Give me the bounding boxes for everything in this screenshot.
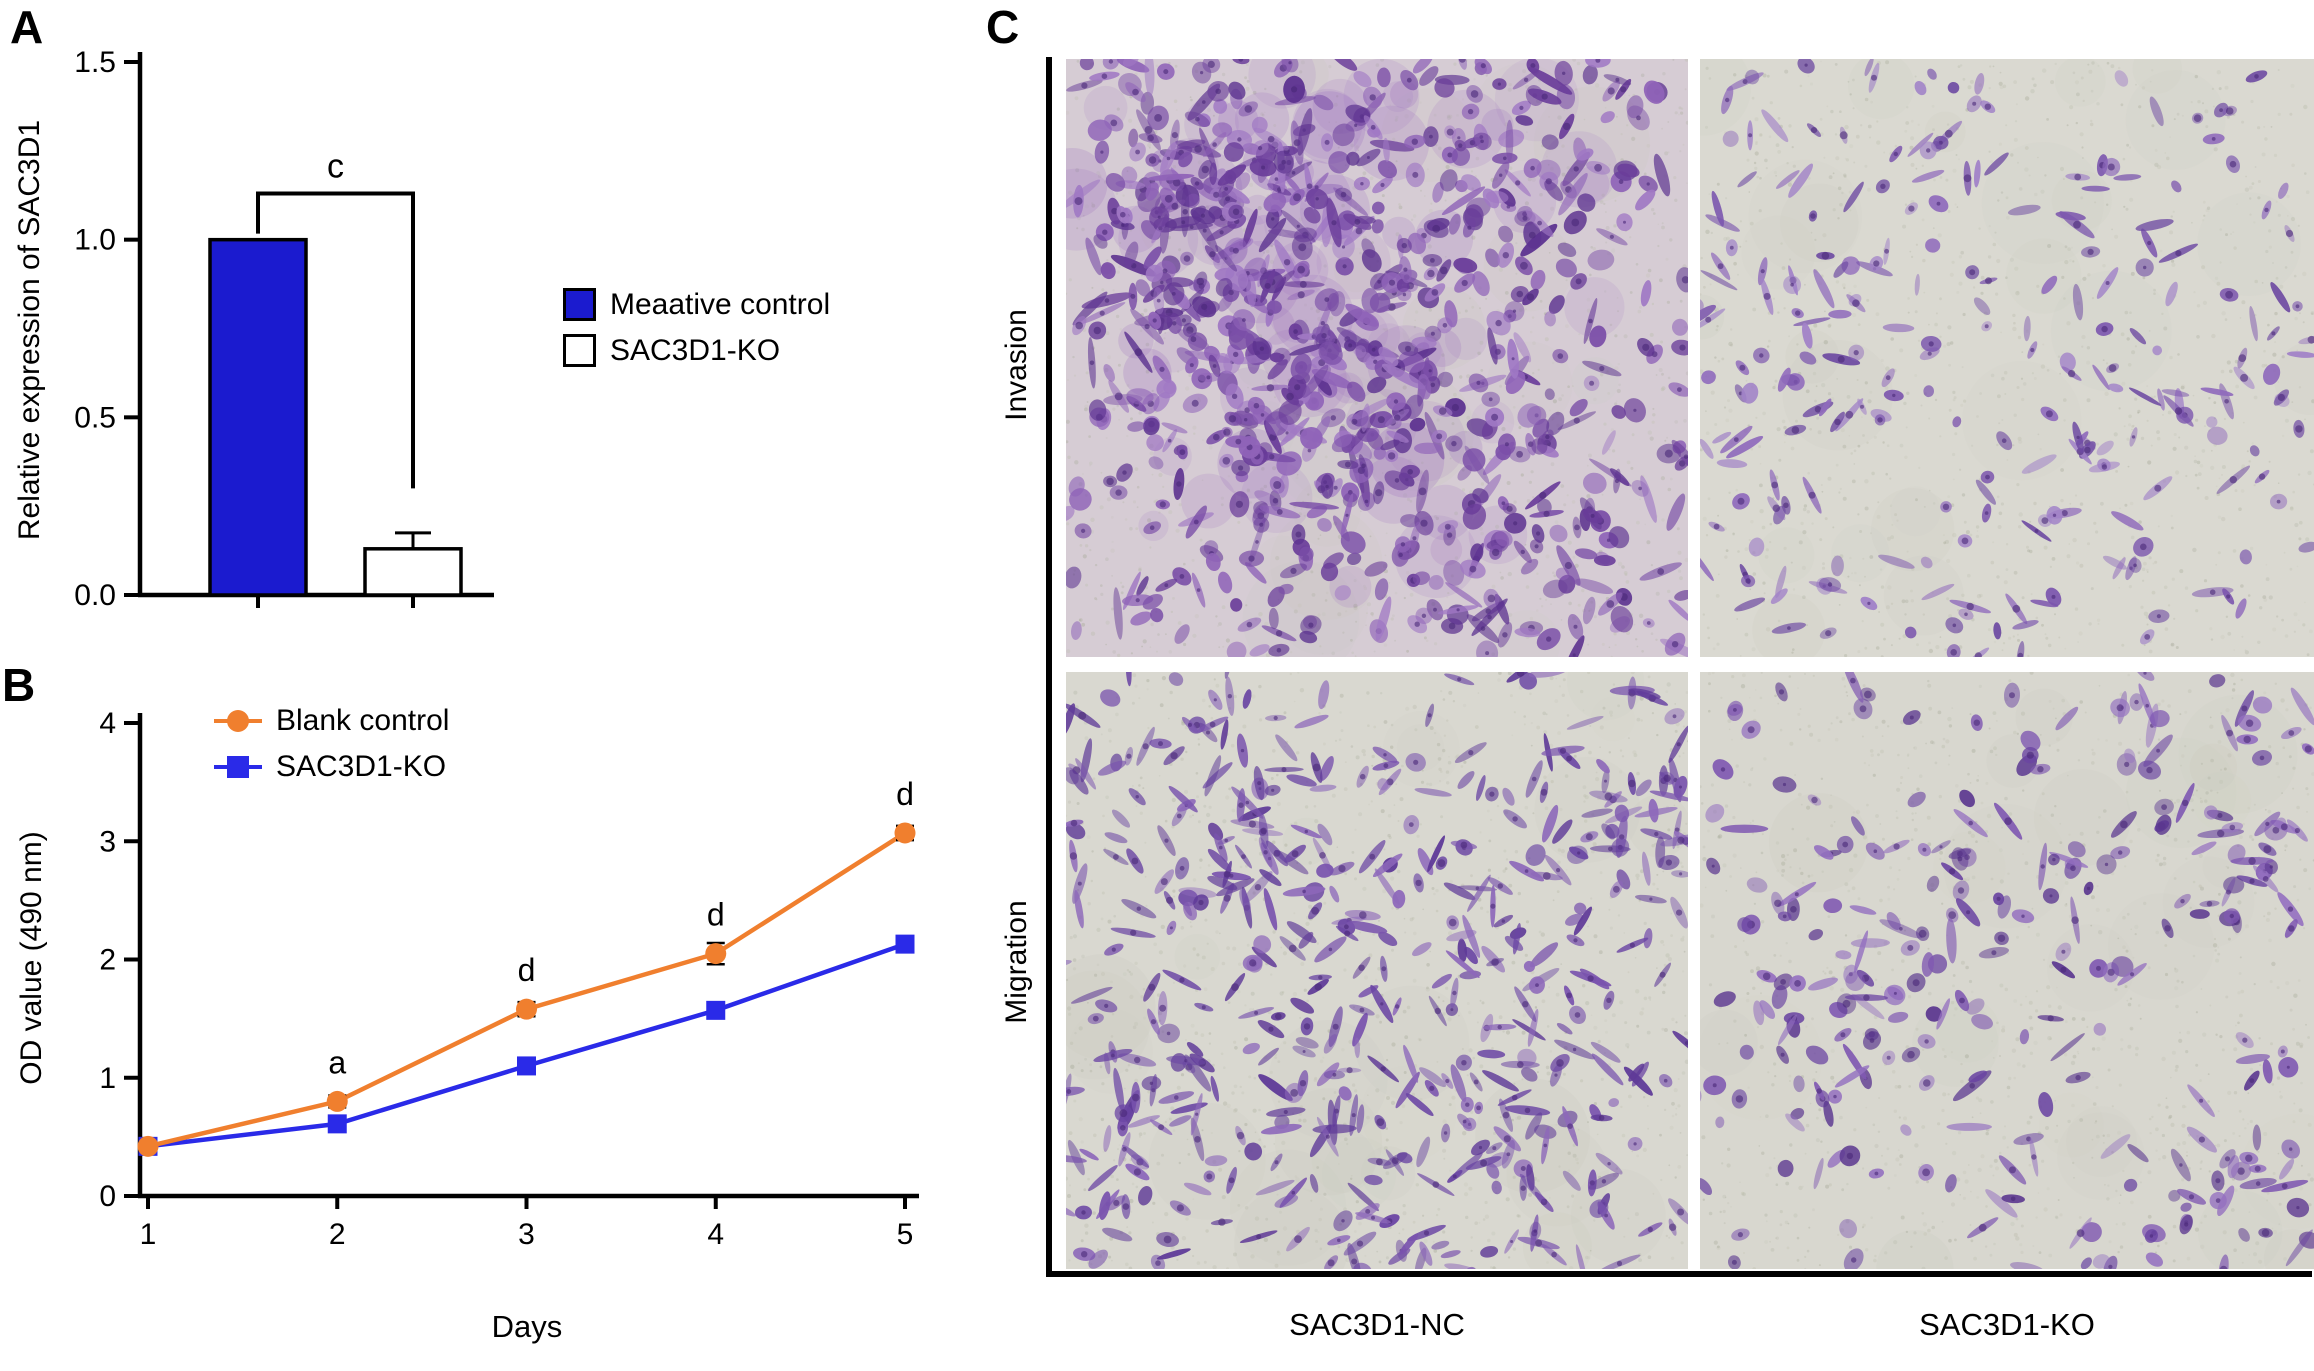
col-label-sac3d1-ko: SAC3D1-KO (1919, 1307, 2095, 1342)
svg-text:0: 0 (99, 1180, 116, 1213)
svg-text:5: 5 (897, 1218, 914, 1251)
chart-b-ylabel: OD value (490 nm) (15, 831, 48, 1085)
circle-marker-icon (326, 1090, 348, 1112)
square-marker-icon (517, 1056, 536, 1076)
svg-text:c: c (327, 147, 344, 185)
svg-text:0.5: 0.5 (74, 401, 116, 434)
legend-label: SAC3D1-KO (610, 333, 781, 367)
circle-marker-icon (516, 998, 537, 1020)
square-marker-icon (227, 756, 249, 778)
chart-b-xlabel: Days (491, 1309, 563, 1344)
svg-text:1: 1 (140, 1218, 157, 1251)
svg-text:d: d (707, 897, 725, 933)
chart-a-legend: Meaative control SAC3D1-KO (563, 288, 830, 367)
legend-label: Meaative control (610, 287, 831, 321)
micrograph-migration-ko (1700, 672, 2314, 1269)
circle-marker-icon (705, 943, 727, 965)
svg-text:d: d (518, 952, 536, 988)
circle-marker-icon (227, 710, 249, 732)
micrograph-invasion-ko (1700, 59, 2314, 657)
micrograph-invasion-nc (1066, 59, 1688, 657)
svg-text:a: a (328, 1044, 346, 1080)
square-marker-icon (706, 1000, 726, 1020)
chart-a-ylabel: Relative expression of SAC3D1 (13, 119, 46, 541)
svg-text:0.0: 0.0 (74, 579, 116, 612)
bar-0 (208, 237, 308, 597)
square-marker-icon (327, 1114, 347, 1134)
legend-label: SAC3D1-KO (276, 750, 447, 783)
panel-a-label: A (10, 1, 44, 53)
svg-text:2: 2 (99, 944, 116, 977)
svg-text:4: 4 (99, 707, 116, 740)
legend-label: Blank control (276, 704, 450, 737)
svg-text:3: 3 (518, 1218, 535, 1251)
legend-key-blank-control (214, 708, 262, 734)
svg-text:4: 4 (707, 1218, 724, 1251)
svg-text:1.0: 1.0 (74, 224, 116, 257)
legend-key-sac3d1-ko (214, 754, 262, 780)
bar-1 (363, 547, 463, 597)
panel-b-label: B (2, 659, 36, 711)
legend-item-sac3d1-ko: SAC3D1-KO (563, 334, 830, 367)
chart-b-legend: Blank control SAC3D1-KO (214, 706, 449, 782)
micrograph-migration-nc (1066, 672, 1688, 1269)
series-line-0 (147, 831, 907, 1149)
panel-c-label: C (986, 1, 1020, 53)
svg-text:3: 3 (99, 825, 116, 858)
panel-c-frame-bottom (1046, 1271, 2312, 1277)
legend-item-blank-control: Blank control (214, 706, 449, 736)
row-label-invasion: Invasion (1000, 309, 1033, 421)
legend-swatch-white (563, 334, 596, 367)
svg-text:d: d (896, 776, 914, 812)
legend-item-negative-control: Meaative control (563, 288, 830, 321)
circle-marker-icon (137, 1135, 159, 1157)
panel-c-frame-left (1046, 57, 1052, 1277)
circle-marker-icon (894, 822, 916, 844)
square-marker-icon (895, 934, 915, 954)
legend-item-sac3d1-ko: SAC3D1-KO (214, 752, 449, 782)
svg-text:1.5: 1.5 (74, 46, 116, 79)
col-label-sac3d1-nc: SAC3D1-NC (1289, 1307, 1465, 1342)
svg-text:2: 2 (329, 1218, 346, 1251)
row-label-migration: Migration (1000, 900, 1033, 1024)
svg-text:1: 1 (99, 1062, 116, 1095)
legend-swatch-blue (563, 288, 596, 321)
